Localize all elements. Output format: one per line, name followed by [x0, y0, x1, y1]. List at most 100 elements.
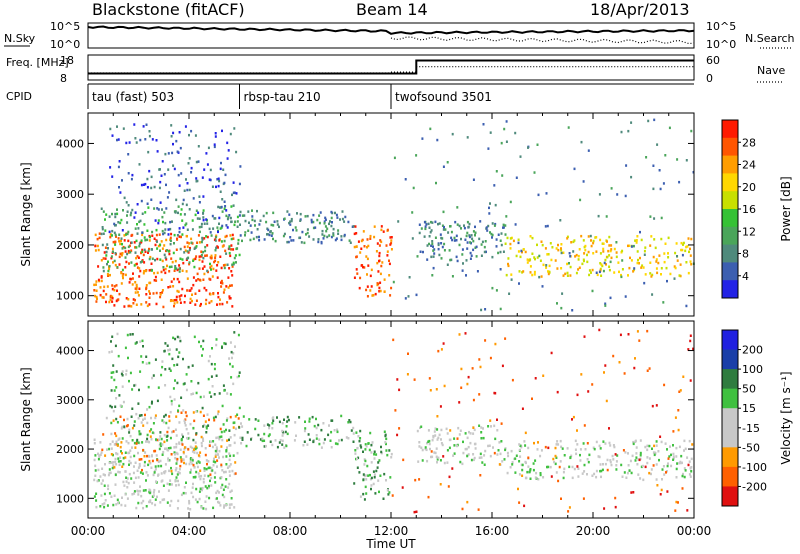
velocity-cell [483, 463, 486, 466]
velocity-cell [283, 418, 285, 421]
velocity-cell [183, 419, 186, 422]
power-cell [104, 218, 106, 221]
velocity-cell [562, 470, 565, 474]
power-cell [188, 262, 191, 266]
power-cell [286, 240, 289, 244]
velocity-cell [190, 393, 193, 396]
power-cell [651, 273, 654, 277]
power-cell [201, 267, 204, 270]
velocity-cell [354, 449, 357, 452]
power-cell [136, 291, 139, 294]
power-cell [602, 247, 605, 251]
velocity-cell [157, 438, 159, 442]
velocity-cell [482, 427, 484, 430]
velocity-cell [496, 453, 499, 456]
power-cell [271, 232, 274, 235]
power-cell [127, 249, 130, 253]
power-cell [627, 129, 630, 133]
velocity-cell [149, 489, 152, 492]
power-cell [190, 237, 193, 241]
power-cell [154, 258, 156, 262]
velocity-cell [401, 486, 404, 489]
velocity-cell [487, 444, 490, 448]
velocity-cell [129, 333, 132, 336]
velocity-cell [160, 480, 163, 483]
power-cell [211, 214, 214, 218]
power-cell [615, 251, 618, 254]
power-cell [332, 234, 335, 237]
velocity-cell [453, 437, 456, 440]
velocity-cell [661, 468, 664, 471]
velocity-cell [655, 404, 658, 407]
power-cell [625, 164, 628, 167]
velocity-cell [182, 435, 184, 439]
power-cell [388, 262, 391, 266]
power-cell [139, 219, 142, 223]
power-cell [168, 252, 171, 256]
power-cell [269, 230, 272, 233]
velocity-cell [94, 469, 97, 472]
power-cell [195, 279, 198, 282]
power-cell [341, 217, 344, 221]
velocity-cell [186, 436, 189, 440]
velocity-cell [131, 446, 133, 449]
velocity-cell [161, 360, 164, 363]
velocity-cell [234, 461, 237, 464]
power-cell [130, 177, 133, 181]
power-cell [420, 227, 423, 230]
power-cell [507, 257, 510, 260]
power-cell [119, 221, 122, 225]
velocity-cell [106, 448, 108, 451]
power-cell [179, 301, 182, 304]
velocity-cell [636, 330, 639, 333]
velocity-cell [207, 460, 210, 463]
power-cell [575, 253, 578, 257]
power-cell [650, 235, 653, 238]
power-cell [111, 247, 114, 251]
velocity-cell [663, 473, 666, 476]
velocity-cell [226, 466, 229, 469]
power-cell [267, 228, 270, 232]
velocity-cell [318, 438, 321, 441]
velocity-cell [493, 391, 496, 395]
freq-label: Freq. [MHz] [6, 56, 69, 69]
power-cell [149, 235, 151, 239]
velocity-cell [211, 347, 213, 350]
power-cell [323, 234, 326, 238]
power-band-2 [108, 123, 242, 236]
power-cell [235, 192, 238, 195]
velocity-cell [368, 448, 371, 452]
velocity-cell [137, 451, 139, 455]
power-cell [548, 271, 551, 274]
velocity-cell [217, 500, 219, 504]
power-cell [630, 175, 633, 179]
nsearch-tick-top: 10^5 [706, 20, 736, 33]
power-cell [224, 205, 227, 208]
velocity-cell [153, 469, 156, 473]
velocity-cell [446, 461, 449, 464]
velocity-cell [469, 441, 472, 445]
velocity-cell [651, 447, 653, 450]
velocity-cell [228, 452, 231, 455]
power-cell [491, 222, 494, 225]
velocity-cell [602, 440, 605, 443]
power-cell [649, 272, 652, 275]
velocity-cell [689, 475, 692, 478]
velocity-cell [520, 445, 523, 449]
velocity-cell [459, 460, 462, 464]
power-cell [541, 285, 544, 288]
power-cell [143, 223, 146, 226]
power-cell [644, 246, 647, 249]
power-cell [172, 251, 175, 255]
power-cell [113, 285, 116, 288]
power-cell [217, 205, 220, 209]
power-cell [130, 305, 133, 308]
power-cell [101, 296, 104, 299]
power-cell [639, 256, 641, 260]
velocity-cell [556, 390, 559, 394]
power-cell [136, 223, 138, 226]
velocity-cell [136, 438, 139, 442]
velocity-cell [210, 395, 213, 398]
power-cell [475, 255, 478, 258]
velocity-cell [185, 388, 188, 392]
